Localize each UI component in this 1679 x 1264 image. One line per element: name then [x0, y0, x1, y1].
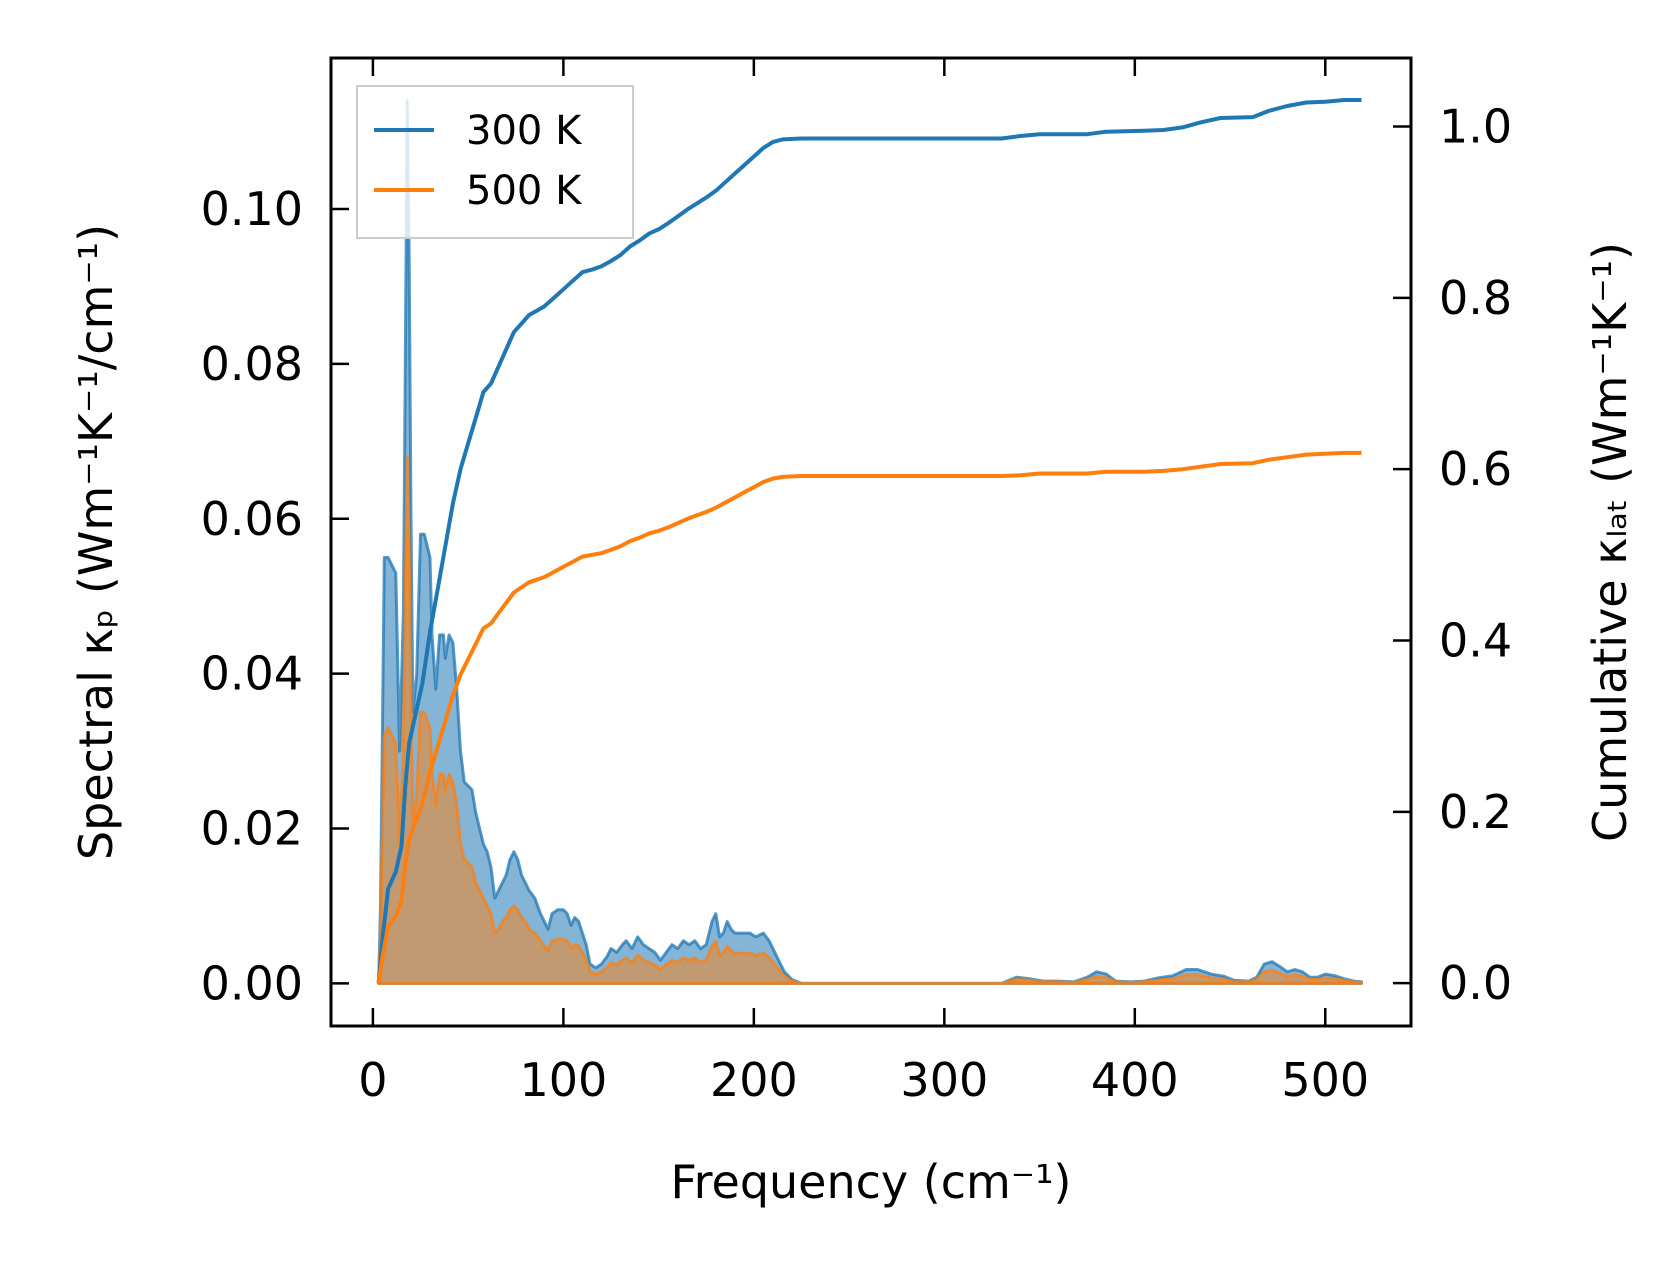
x-tick-label: 500	[1281, 1053, 1369, 1107]
legend: 300 K 500 K	[356, 85, 634, 239]
x-axis-title-text: Frequency (cm⁻¹)	[671, 1155, 1072, 1209]
y-tick-label: 0.00	[201, 956, 303, 1010]
legend-frame	[356, 85, 634, 239]
y-tick-label: 0.06	[201, 492, 303, 546]
legend-label-300k: 300 K	[466, 108, 583, 154]
y-axis-title-text: Spectral κₚ (Wm⁻¹K⁻¹/cm⁻¹)	[69, 224, 123, 860]
spectral-area-500k	[377, 455, 1363, 985]
y2-tick-label: 0.6	[1439, 442, 1512, 496]
y2-axis-title: Cumulative κₗₐₜ (Wm⁻¹K⁻¹)	[1583, 242, 1637, 842]
y2-tick-label: 0.0	[1439, 956, 1512, 1010]
y2-tick-label: 0.8	[1439, 271, 1512, 325]
x-tick-label: 200	[710, 1053, 798, 1107]
spectral-areas	[377, 99, 1363, 985]
y2-axis-title-text: Cumulative κₗₐₜ (Wm⁻¹K⁻¹)	[1583, 242, 1637, 842]
y-tick-label: 0.04	[201, 647, 303, 701]
legend-label-500k: 500 K	[466, 168, 583, 214]
y2-tick-label: 0.4	[1439, 614, 1512, 668]
series-lines	[376, 98, 1362, 984]
cumulative-line-300k	[376, 98, 1362, 984]
cumulative-line-500k	[376, 450, 1362, 984]
x-tick-label: 100	[519, 1053, 607, 1107]
x-axis-title: Frequency (cm⁻¹)	[671, 1155, 1072, 1209]
y2-tick-label: 1.0	[1439, 100, 1512, 154]
x-tick-label: 0	[358, 1053, 387, 1107]
y-tick-label: 0.10	[201, 182, 303, 236]
plot-frame	[329, 56, 1413, 1028]
axis-ticks: 0 100 200 300 400 500 0.00 0.02 0.04 0.06 0.08 0.10…	[201, 58, 1512, 1107]
x-tick-label: 400	[1091, 1053, 1179, 1107]
x-tick-label: 300	[900, 1053, 988, 1107]
y-axis-title: Spectral κₚ (Wm⁻¹K⁻¹/cm⁻¹)	[69, 224, 123, 860]
y-tick-label: 0.02	[201, 802, 303, 856]
y-tick-label: 0.08	[201, 337, 303, 391]
y2-tick-label: 0.2	[1439, 785, 1512, 839]
